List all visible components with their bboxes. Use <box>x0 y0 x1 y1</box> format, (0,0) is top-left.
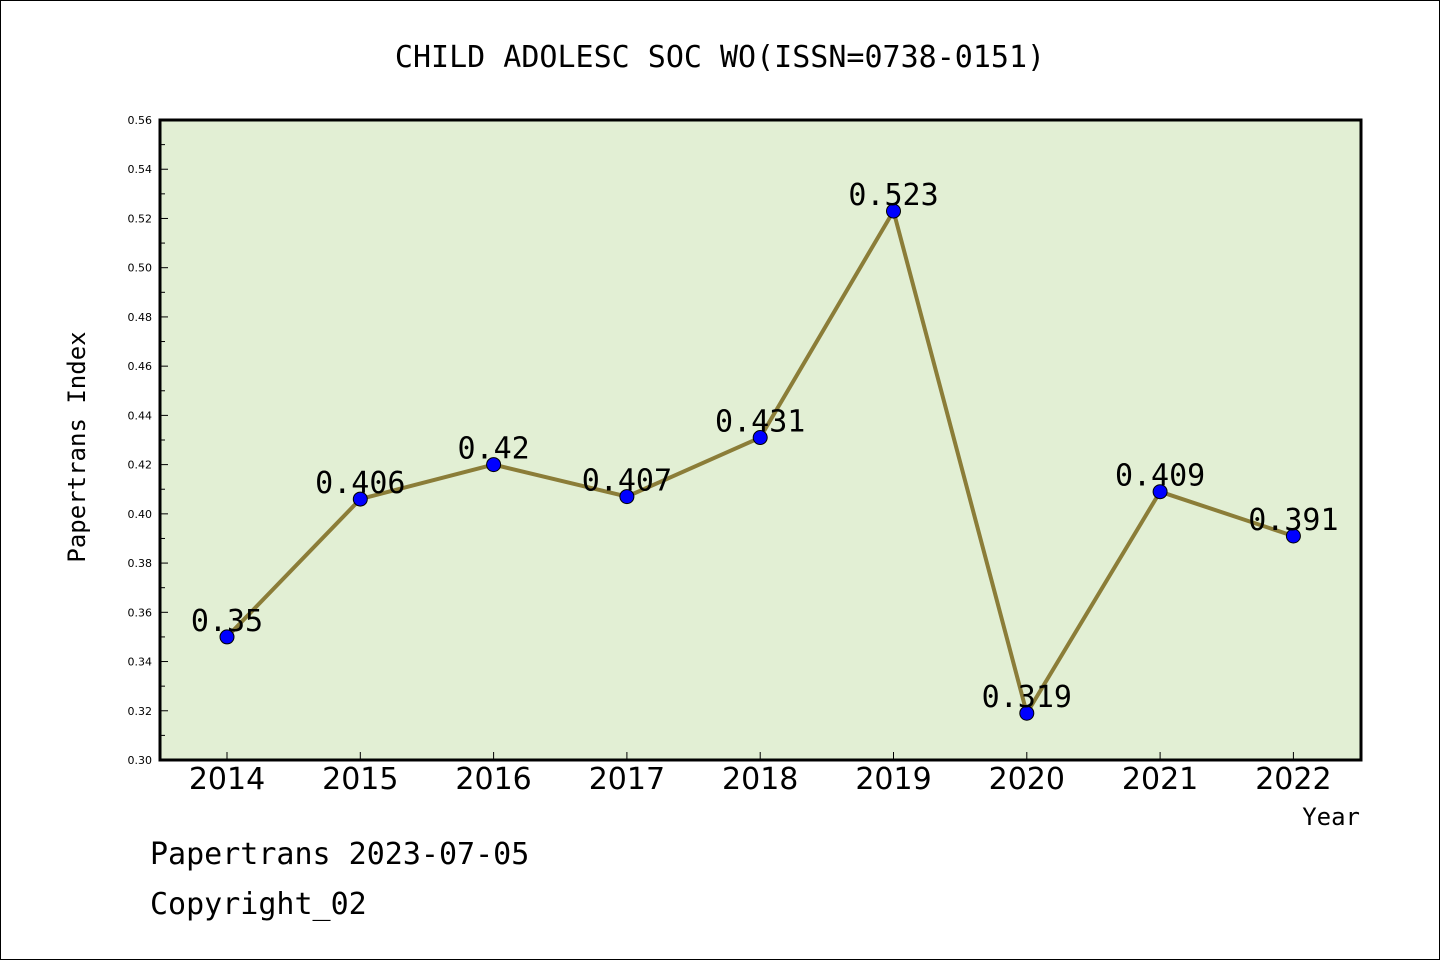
data-point <box>1152 484 1168 500</box>
x-tick-label: 2022 <box>1255 762 1331 797</box>
x-axis: 2014 2015 2016 2017 2018 2019 2020 2021 2022 <box>189 752 1332 797</box>
data-label: 0.319 <box>982 680 1072 715</box>
y-tick-label: 0.52 <box>128 212 153 225</box>
data-point <box>619 489 635 505</box>
footer-copyright: Copyright_02 <box>150 887 367 922</box>
y-tick-label: 0.32 <box>128 705 153 718</box>
x-tick-label: 2015 <box>322 762 398 797</box>
data-label: 0.523 <box>848 178 938 213</box>
data-point <box>486 457 502 473</box>
data-point <box>1019 705 1035 721</box>
x-tick-label: 2021 <box>1122 762 1198 797</box>
data-label: 0.406 <box>315 466 405 501</box>
x-axis-label: Year <box>1302 803 1360 831</box>
y-tick-label: 0.50 <box>128 262 153 275</box>
y-tick-label: 0.54 <box>128 163 153 176</box>
x-tick-label: 2016 <box>455 762 531 797</box>
y-tick-label: 0.48 <box>128 311 153 324</box>
data-label: 0.409 <box>1115 459 1205 494</box>
data-label: 0.42 <box>457 432 529 467</box>
y-tick-label: 0.30 <box>128 754 153 767</box>
x-tick-label: 2018 <box>722 762 798 797</box>
x-tick-label: 2020 <box>989 762 1065 797</box>
data-point <box>1285 528 1301 544</box>
chart-title: CHILD ADOLESC SOC WO(ISSN=0738-0151) <box>395 40 1045 75</box>
x-tick-label: 2019 <box>855 762 931 797</box>
y-tick-label: 0.44 <box>128 409 153 422</box>
x-tick-label: 2014 <box>189 762 265 797</box>
y-axis: 0.30 0.32 0.34 0.36 0.38 0.40 0.42 0.44 0.46 0.48… <box>128 114 168 767</box>
data-point <box>752 430 768 446</box>
data-point <box>352 491 368 507</box>
data-point <box>219 629 235 645</box>
data-point <box>886 203 901 219</box>
y-tick-label: 0.34 <box>128 656 153 669</box>
data-label: 0.407 <box>582 464 672 499</box>
y-tick-label: 0.38 <box>128 557 153 570</box>
y-tick-label: 0.40 <box>128 508 153 521</box>
y-tick-label: 0.56 <box>128 114 153 127</box>
data-label: 0.431 <box>715 405 805 440</box>
data-label: 0.391 <box>1248 503 1338 538</box>
y-axis-label: Papertrans Index <box>63 331 91 562</box>
y-tick-label: 0.46 <box>128 360 153 373</box>
y-tick-label: 0.42 <box>128 459 153 472</box>
y-tick-label: 0.36 <box>128 606 153 619</box>
footer-date: Papertrans 2023-07-05 <box>150 837 529 872</box>
series-line-group: 0.35 0.406 0.42 0.407 0.431 0.523 0.319 0.409 0.… <box>191 178 1339 721</box>
plot-border <box>158 118 1363 762</box>
x-tick-label: 2017 <box>589 762 665 797</box>
data-label: 0.35 <box>191 604 263 639</box>
